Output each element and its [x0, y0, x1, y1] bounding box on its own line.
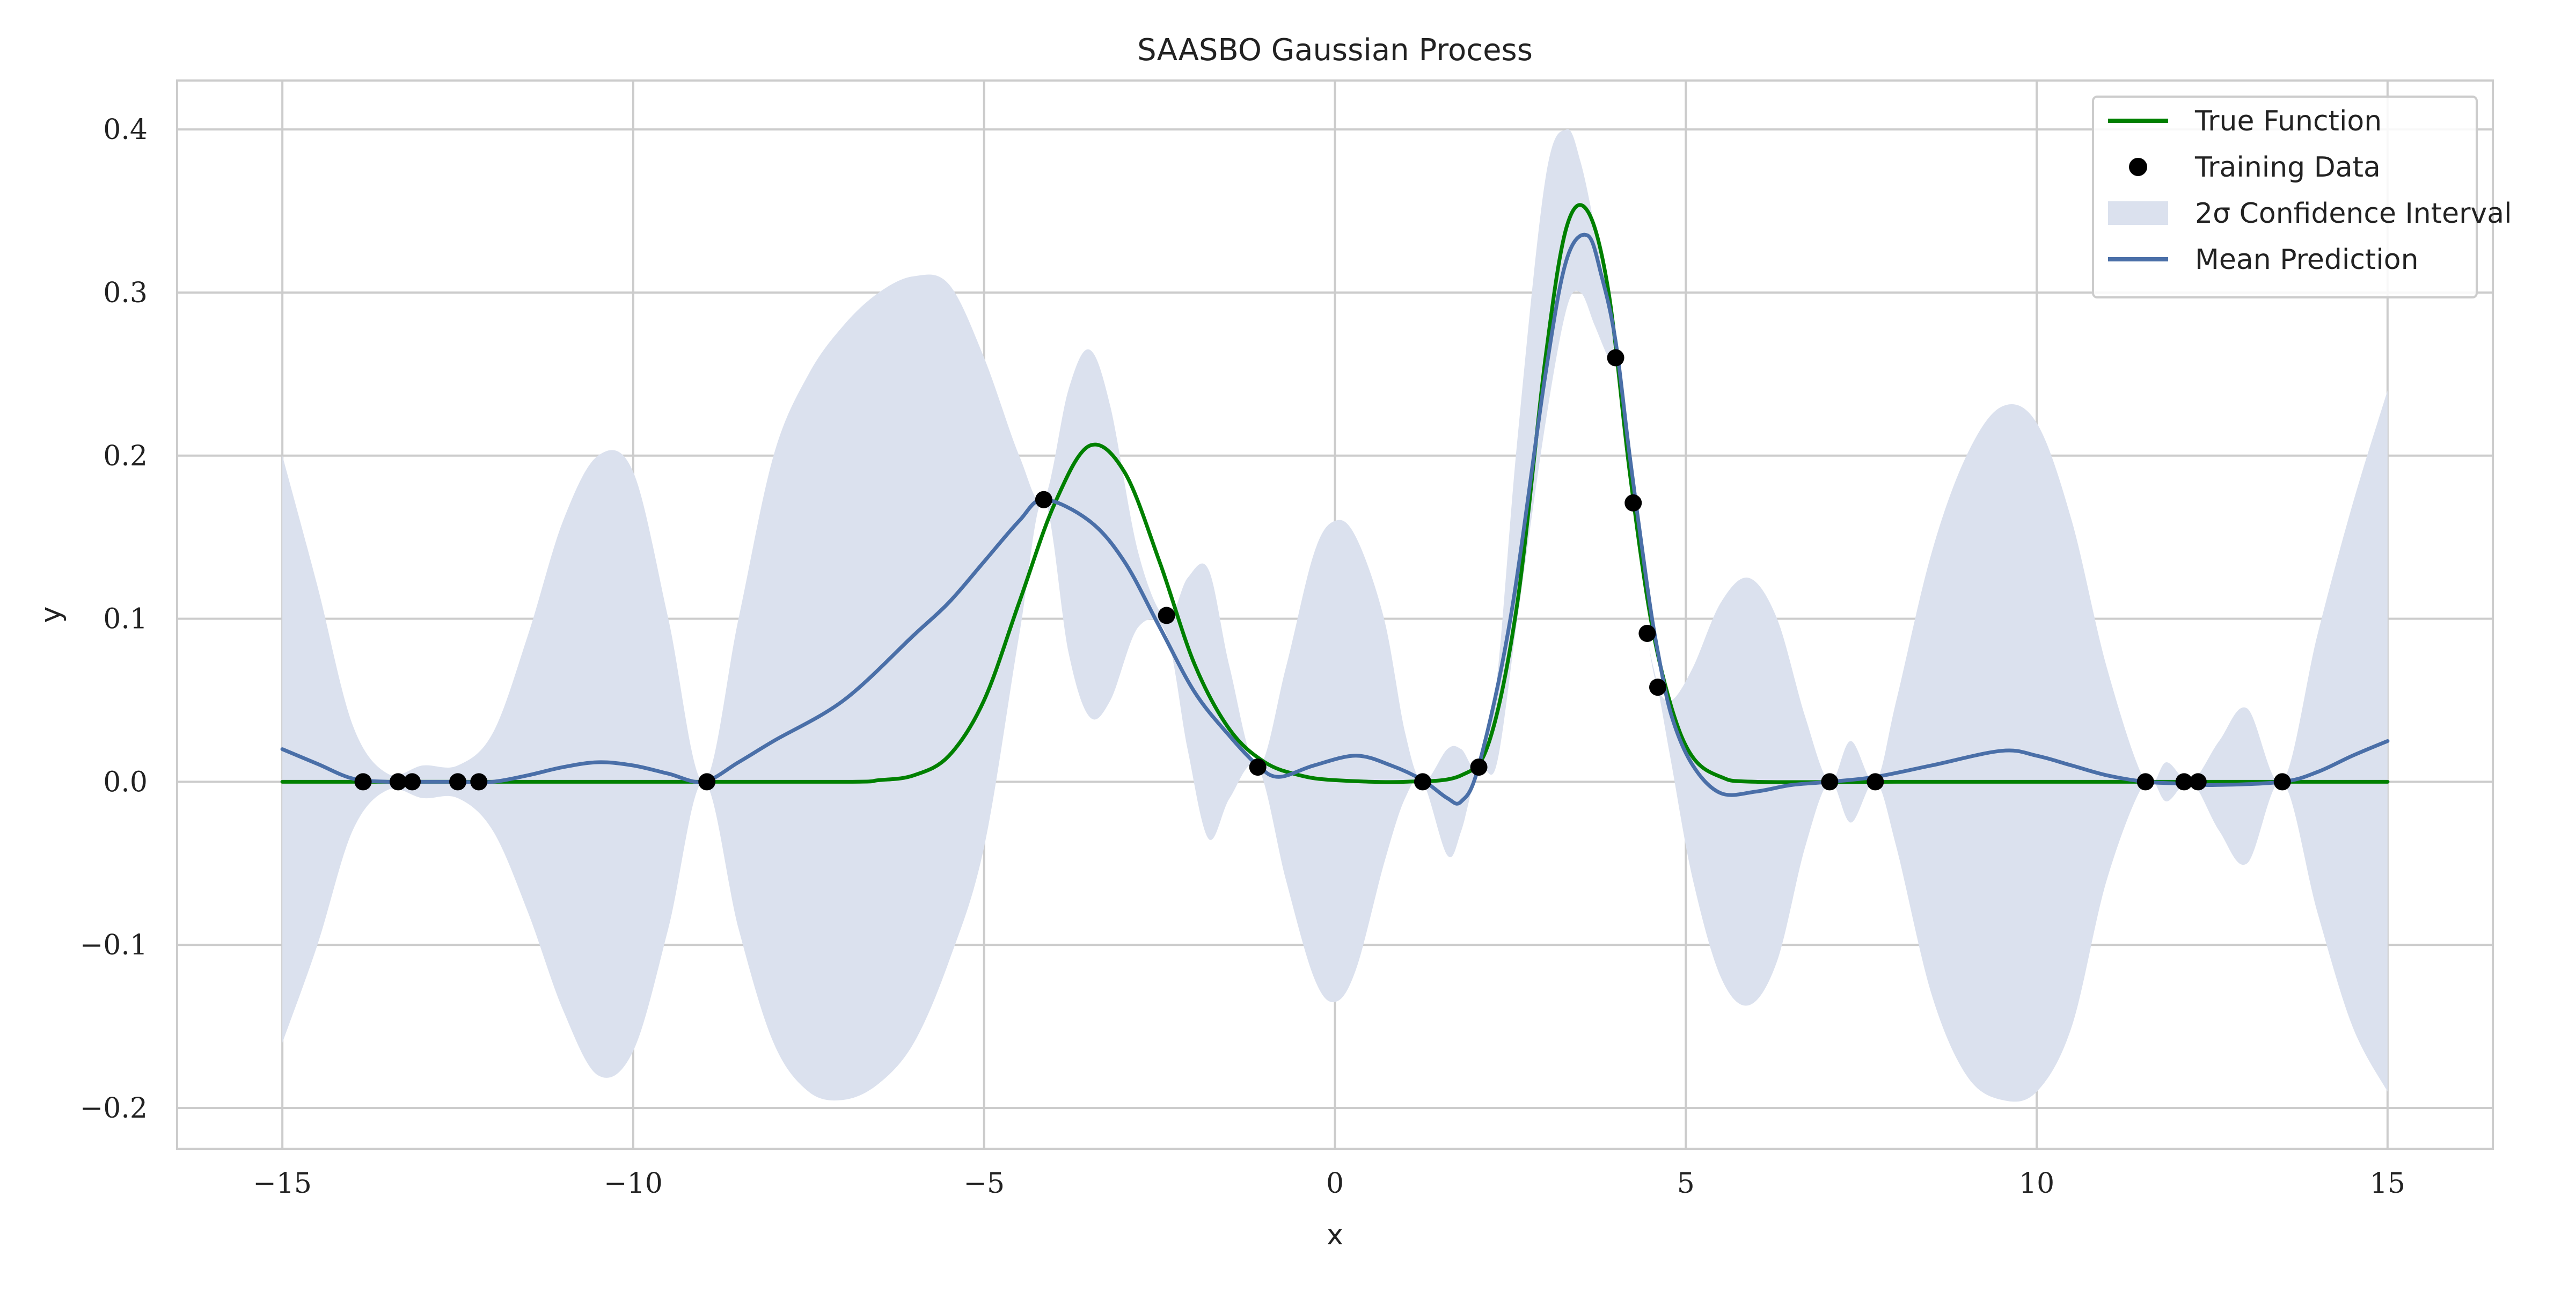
- training-data-point: [470, 773, 488, 791]
- training-data-point: [1158, 607, 1175, 624]
- legend-box: [2092, 96, 2478, 298]
- training-data-point: [2273, 773, 2291, 791]
- legend-swatch-band: [2108, 201, 2168, 225]
- training-data-point: [1649, 679, 1666, 696]
- training-data-point: [1035, 491, 1052, 508]
- mean-prediction-line: [280, 232, 2390, 806]
- training-data-point: [2136, 773, 2154, 791]
- legend-label: Mean Prediction: [2195, 244, 2419, 276]
- training-data-point: [1470, 758, 1488, 776]
- line-layer: [280, 203, 2390, 806]
- x-tick-label: −10: [604, 1168, 663, 1200]
- y-tick-label: −0.1: [80, 929, 148, 961]
- x-tick-label: 0: [1326, 1168, 1344, 1200]
- legend-label: Training Data: [2194, 151, 2381, 184]
- x-tick-label: 5: [1677, 1168, 1695, 1200]
- training-data-point: [1638, 624, 1656, 642]
- legend-swatch-marker: [2129, 158, 2147, 176]
- legend-label: True Function: [2194, 105, 2382, 137]
- training-data-point: [1624, 494, 1642, 512]
- y-tick-label: 0.3: [103, 277, 148, 309]
- legend: True Function Training Data 2σ Confidence …: [2092, 96, 2512, 298]
- legend-label: 2σ Confidence Interval: [2195, 198, 2512, 230]
- training-data-point: [1414, 773, 1431, 791]
- training-data-point: [389, 773, 407, 791]
- tick-label-layer: −15 −10 −5 0 5 10 15 −0.2 −0.1 0.0 0.1 0.2 0.3 0.4: [80, 114, 2405, 1200]
- x-tick-label: 15: [2370, 1168, 2405, 1200]
- y-tick-label: 0.4: [103, 114, 148, 146]
- training-data-point: [449, 773, 467, 791]
- training-data-point: [1607, 349, 1624, 367]
- training-data-point: [1867, 773, 1884, 791]
- training-data-point: [1821, 773, 1839, 791]
- x-tick-label: 10: [2019, 1168, 2054, 1200]
- y-tick-label: −0.2: [80, 1092, 148, 1125]
- true-function-line: [280, 203, 2390, 784]
- x-axis-label: x: [1327, 1219, 1343, 1251]
- training-points-layer: [354, 349, 2291, 791]
- y-axis-label: y: [35, 607, 67, 623]
- training-data-point: [1249, 758, 1267, 776]
- confidence-band: [282, 129, 2388, 1102]
- y-tick-label: 0.2: [103, 440, 148, 472]
- training-data-point: [354, 773, 372, 791]
- y-tick-label: 0.1: [103, 603, 148, 636]
- training-data-point: [2175, 773, 2193, 791]
- training-data-point: [2189, 773, 2207, 791]
- x-tick-label: −5: [963, 1168, 1005, 1200]
- chart-title: SAASBO Gaussian Process: [1137, 33, 1533, 68]
- x-tick-label: −15: [253, 1168, 312, 1200]
- training-data-point: [404, 773, 421, 791]
- confidence-band-layer: [282, 129, 2388, 1102]
- training-data-point: [698, 773, 716, 791]
- plot-frame: [176, 79, 2494, 1150]
- y-tick-label: 0.0: [103, 766, 148, 798]
